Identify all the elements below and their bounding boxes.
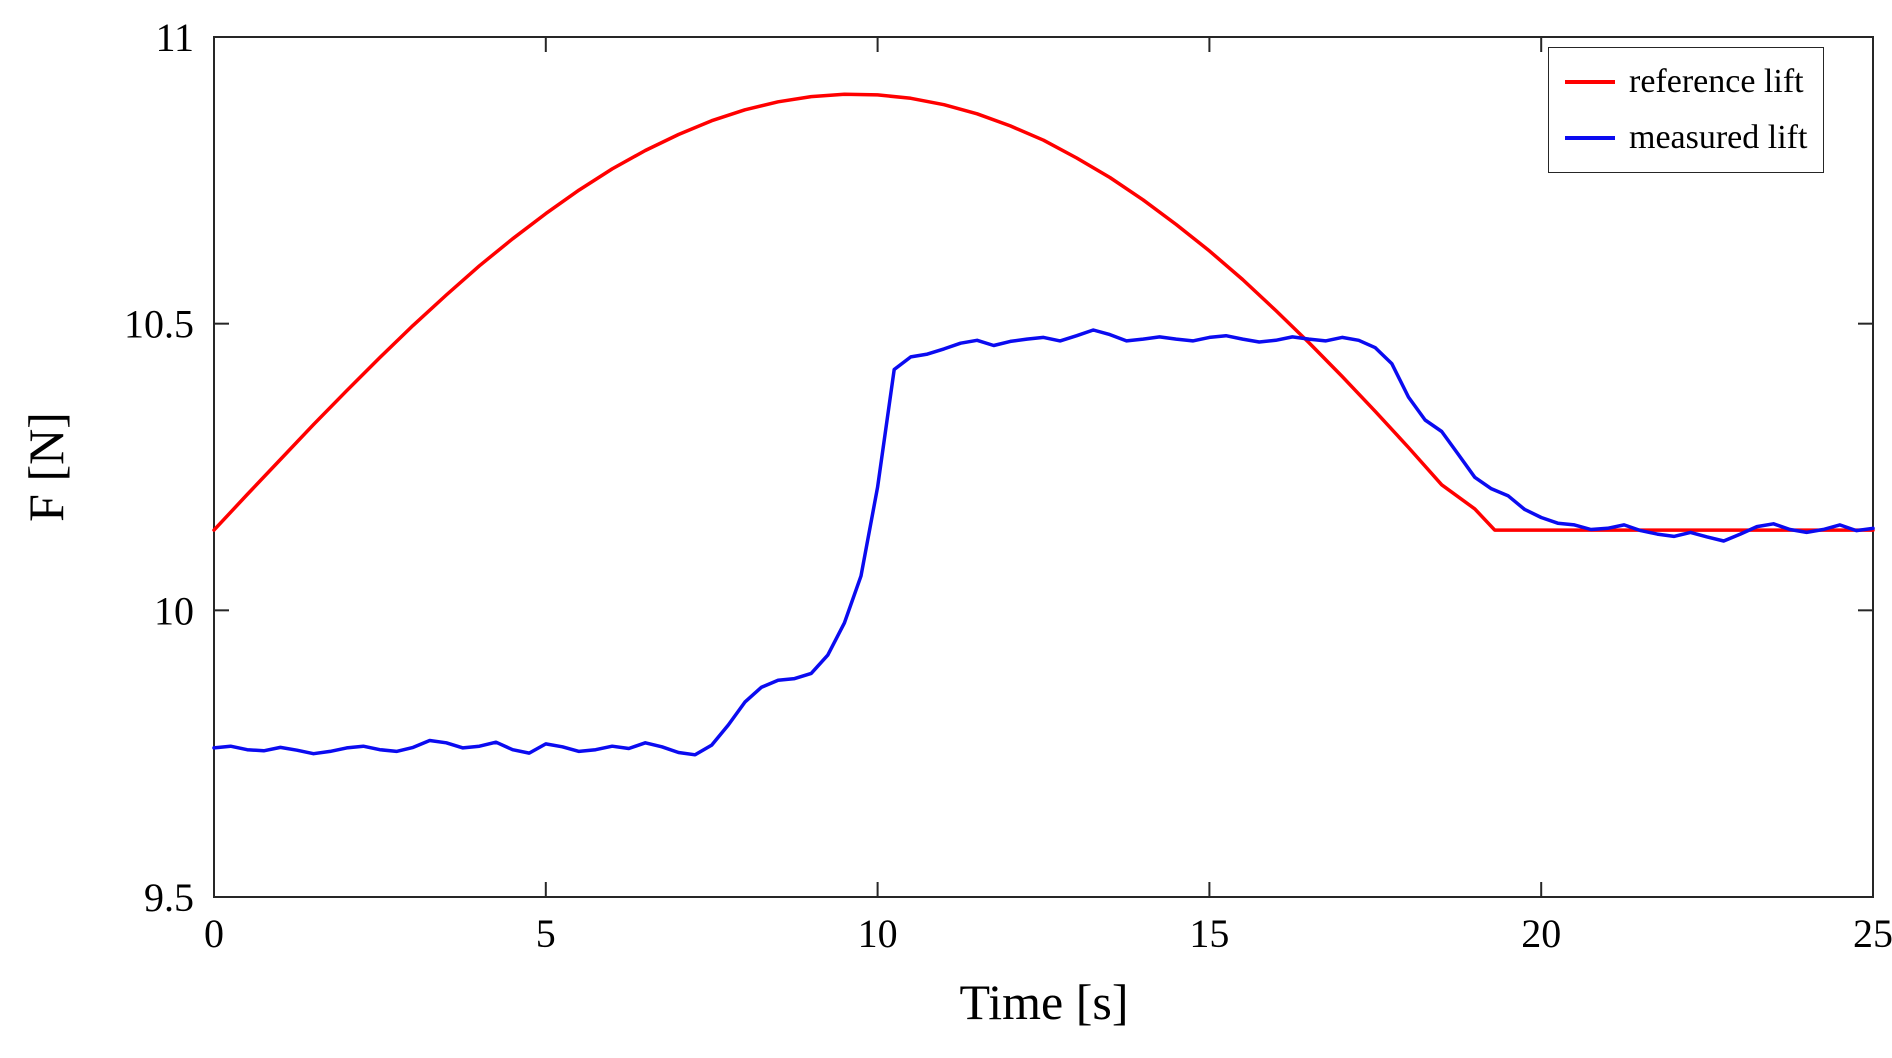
- legend-entry-reference-lift: reference lift: [1565, 58, 1807, 106]
- x-axis-label: Time [s]: [959, 974, 1129, 1030]
- legend-label-reference-lift: reference lift: [1629, 63, 1804, 100]
- x-tick-label: 5: [536, 911, 556, 956]
- x-tick-label: 15: [1189, 911, 1229, 956]
- measured-lift-line: [212, 328, 1875, 757]
- x-tick-label: 10: [858, 911, 898, 956]
- y-tick-label: 10: [154, 588, 194, 633]
- legend: reference lift measured lift: [1548, 47, 1825, 173]
- x-tick-label: 25: [1853, 911, 1892, 956]
- measured-lift-line-sample: [1565, 136, 1615, 140]
- reference-lift-line: [212, 92, 1875, 532]
- legend-label-measured-lift: measured lift: [1629, 119, 1808, 156]
- y-tick-label: 11: [155, 15, 194, 60]
- axes-box: [213, 36, 1874, 898]
- reference-lift-line-sample: [1565, 80, 1615, 84]
- y-tick-label: 10.5: [124, 302, 194, 347]
- legend-entry-measured-lift: measured lift: [1565, 114, 1807, 162]
- x-tick-label: 20: [1521, 911, 1561, 956]
- y-tick-label: 9.5: [144, 875, 194, 920]
- x-tick-label: 0: [204, 911, 224, 956]
- y-axis-label: F [N]: [18, 412, 74, 522]
